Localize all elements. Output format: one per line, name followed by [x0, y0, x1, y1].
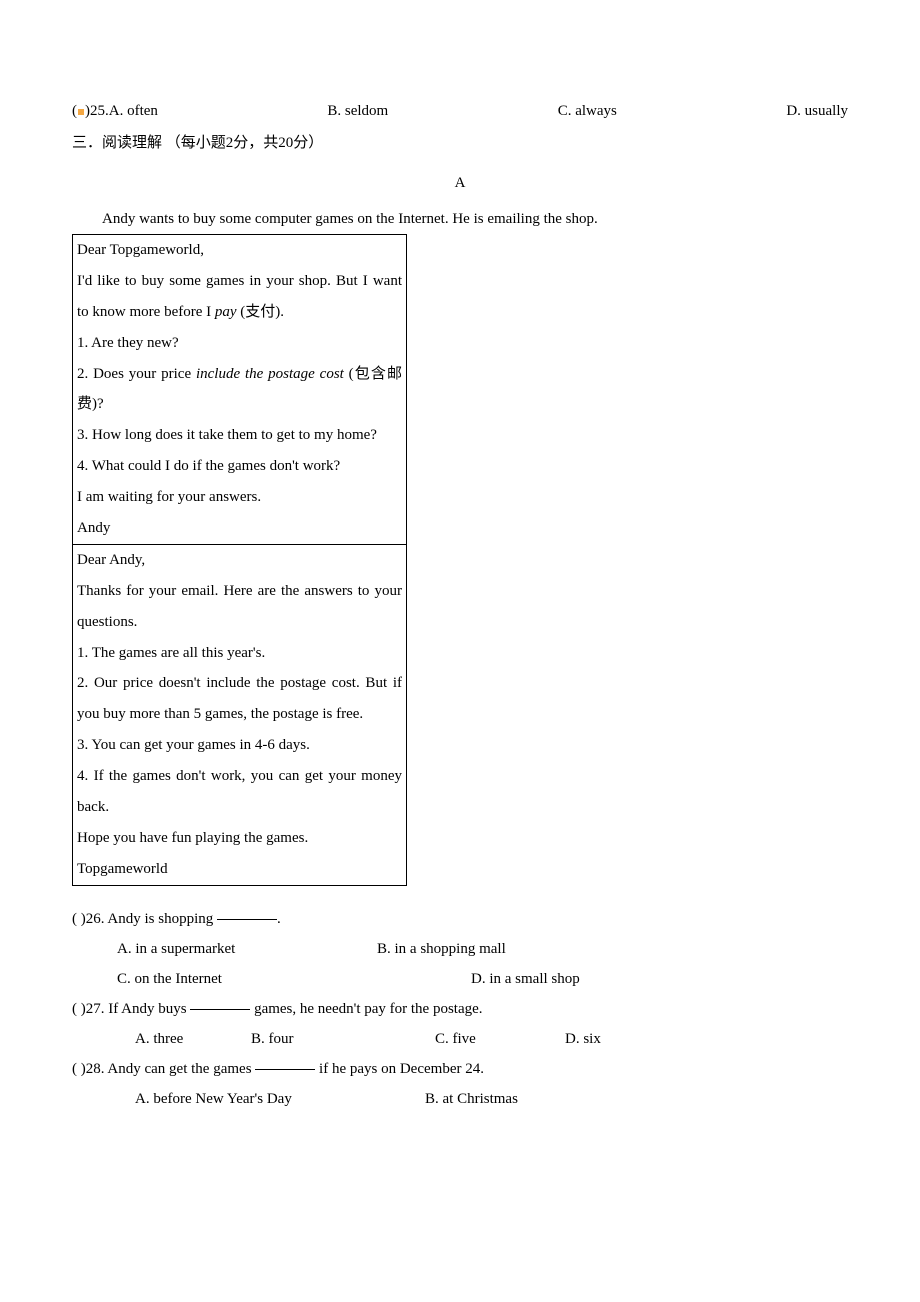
email2-a1: 1. The games are all this year's. [77, 638, 402, 669]
email1-pay-italic: pay [215, 304, 237, 320]
q25-opt-d: D. usually [786, 96, 848, 126]
email2-a2: 2. Our price doesn't include the postage… [77, 668, 402, 730]
q25-paren-open: ( [72, 96, 77, 126]
q28-text-b: if he pays on December 24. [315, 1061, 484, 1077]
q27-opt-d: D. six [565, 1024, 601, 1054]
email2-closing: Hope you have fun playing the games. [77, 823, 402, 854]
q25-opt-b: B. seldom [327, 96, 388, 126]
q25-opt-c: C. always [558, 96, 617, 126]
q27-text-b: games, he needn't pay for the postage. [250, 1001, 482, 1017]
email2-a4: 4. If the games don't work, you can get … [77, 761, 402, 823]
q28-blank [255, 1069, 315, 1070]
email1-closing: I am waiting for your answers. [77, 482, 402, 513]
passage-intro: Andy wants to buy some computer games on… [72, 204, 848, 234]
email1-sign: Andy [77, 513, 402, 544]
q26-blank [217, 919, 277, 920]
q27-line: ( )27. If Andy buys games, he needn't pa… [72, 994, 848, 1024]
q27-opts-row: A. three B. four C. five D. six [72, 1024, 848, 1054]
email1-q1: 1. Are they new? [77, 328, 402, 359]
q25-options: A. often B. seldom C. always D. usually [109, 96, 848, 126]
q26-opts-row2: C. on the Internet D. in a small shop [72, 964, 848, 994]
q25-opt-a: A. often [109, 96, 158, 126]
q28-opt-a: A. before New Year's Day [135, 1084, 425, 1114]
email1-q2b-italic: include the postage cost [196, 366, 344, 382]
q28-opt-b: B. at Christmas [425, 1084, 518, 1114]
q27-opt-a: A. three [135, 1024, 251, 1054]
q25-number: )25. [85, 96, 109, 126]
orange-marker-icon [78, 109, 84, 115]
email1-q4: 4. What could I do if the games don't wo… [77, 451, 402, 482]
q28-line: ( )28. Andy can get the games if he pays… [72, 1054, 848, 1084]
email1-q2: 2. Does your price include the postage c… [77, 359, 402, 421]
q27-opt-b: B. four [251, 1024, 435, 1054]
q28-opts-row: A. before New Year's Day B. at Christmas [72, 1084, 848, 1114]
q26-opt-a: A. in a supermarket [117, 934, 377, 964]
q27-text-a: ( )27. If Andy buys [72, 1001, 190, 1017]
q26-text-a: ( )26. Andy is shopping [72, 911, 217, 927]
spacer [72, 886, 848, 904]
email1-l1c: (支付). [237, 304, 285, 320]
q26-opt-d: D. in a small shop [377, 964, 580, 994]
email2-sign: Topgameworld [77, 854, 402, 885]
q26-line: ( )26. Andy is shopping . [72, 904, 848, 934]
q27-blank [190, 1009, 250, 1010]
q26-opt-c: C. on the Internet [117, 964, 377, 994]
q28-text-a: ( )28. Andy can get the games [72, 1061, 255, 1077]
q26-text-b: . [277, 911, 281, 927]
email-box-2: Dear Andy, Thanks for your email. Here a… [72, 544, 407, 886]
q27-opt-c: C. five [435, 1024, 565, 1054]
email1-q3: 3. How long does it take them to get to … [77, 420, 402, 451]
email1-body: I'd like to buy some games in your shop.… [77, 266, 402, 328]
section-3-heading: 三．阅读理解 （每小题2分，共20分） [72, 128, 848, 158]
email1-q2a: 2. Does your price [77, 366, 196, 382]
q26-opt-b: B. in a shopping mall [377, 934, 577, 964]
email-box-1: Dear Topgameworld, I'd like to buy some … [72, 234, 407, 544]
passage-a-label: A [72, 168, 848, 198]
email2-l1: Thanks for your email. Here are the answ… [77, 576, 402, 638]
q26-opts-row1: A. in a supermarket B. in a shopping mal… [72, 934, 848, 964]
email2-greeting: Dear Andy, [77, 545, 402, 576]
email1-greeting: Dear Topgameworld, [77, 235, 402, 266]
email2-a3: 3. You can get your games in 4-6 days. [77, 730, 402, 761]
q25-line: ( )25. A. often B. seldom C. always D. u… [72, 96, 848, 126]
